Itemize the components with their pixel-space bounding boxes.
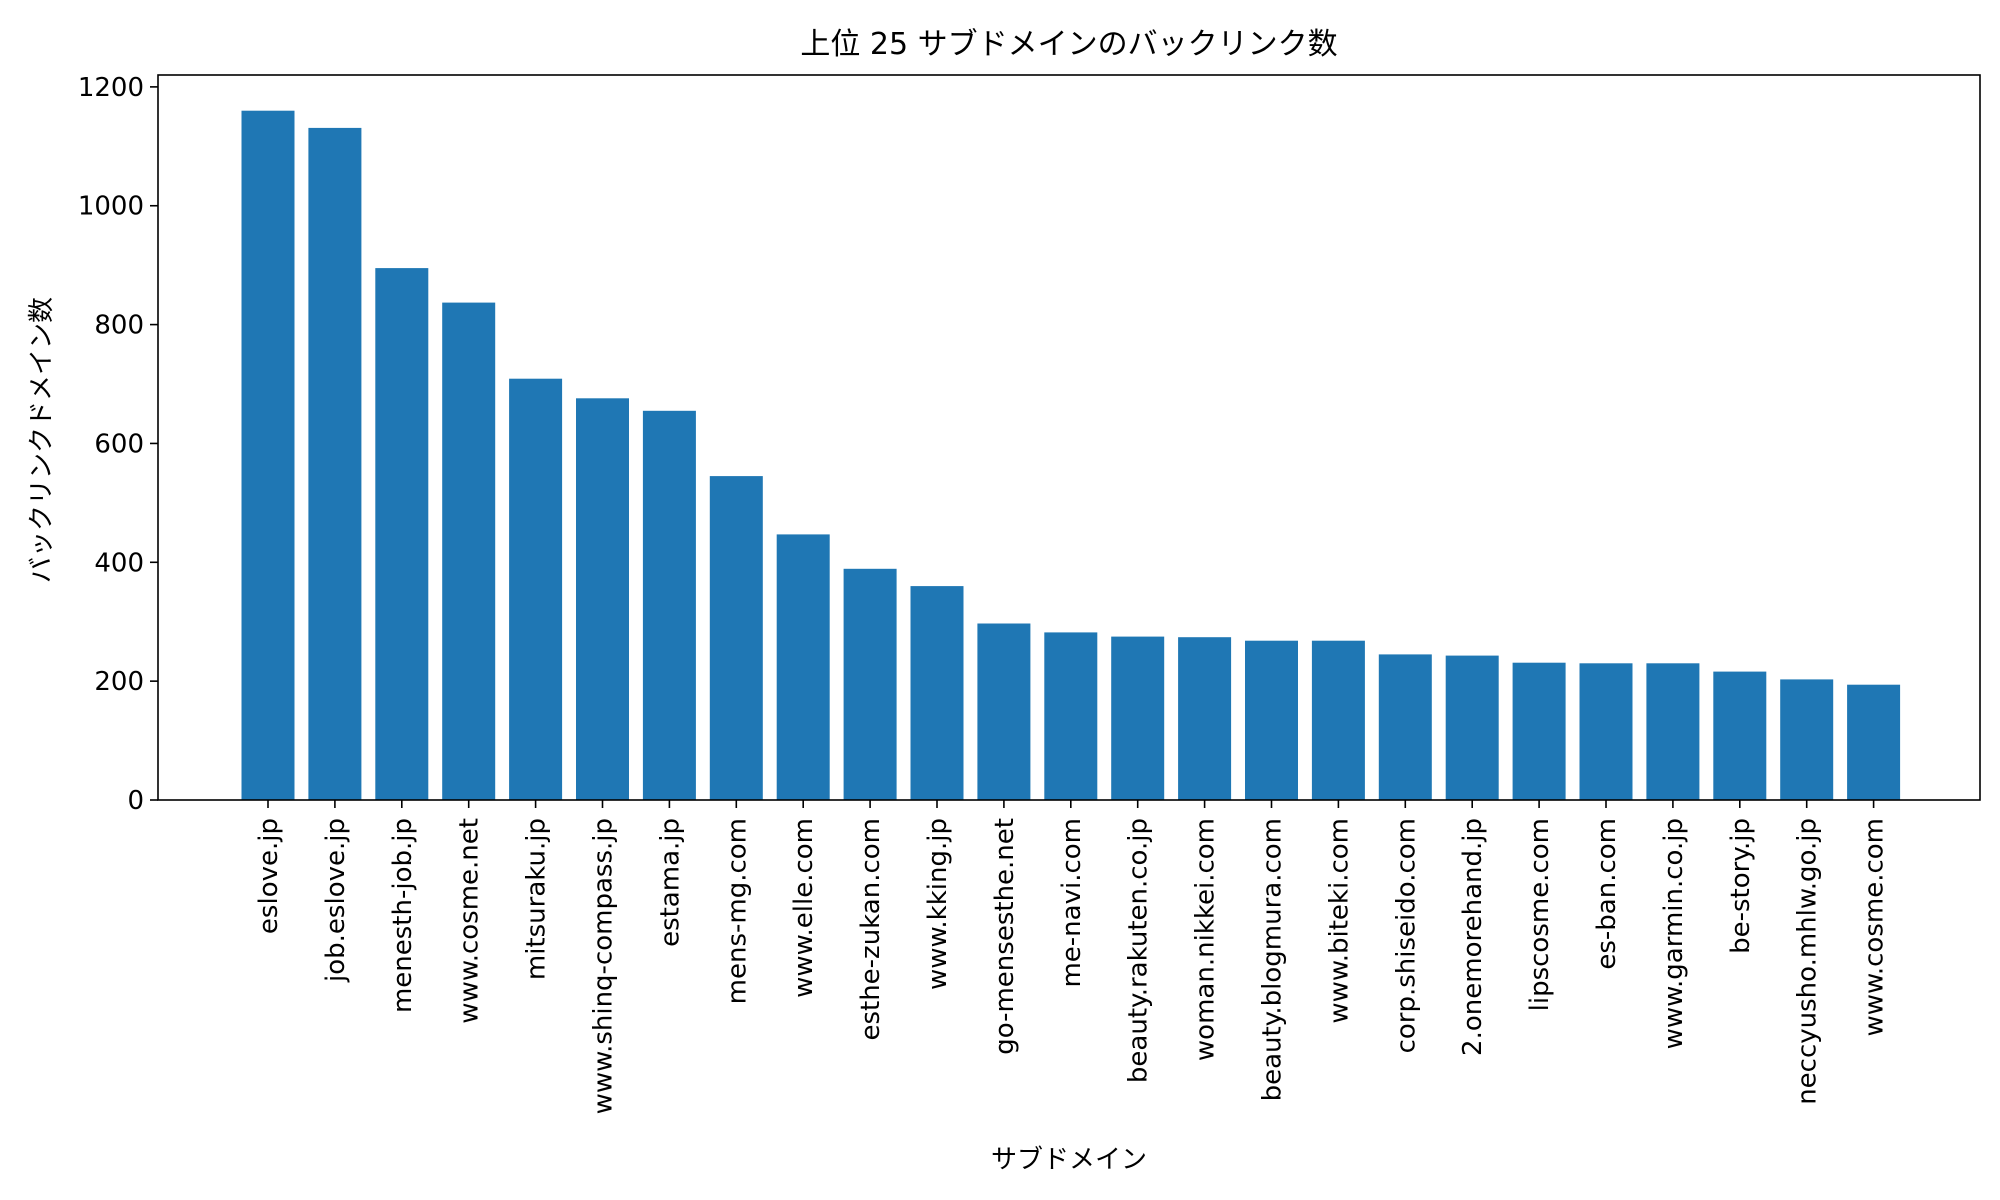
bar-www.shinq-compass.jp xyxy=(576,398,629,800)
x-axis-label: サブドメイン xyxy=(991,1145,1147,1175)
bar-www.cosme.com xyxy=(1847,684,1901,800)
bar-www.kking.jp xyxy=(910,586,964,800)
bar-beauty.rakuten.co.jp xyxy=(1111,636,1165,800)
bar-www.elle.com xyxy=(776,534,830,800)
x-tick-label: www.elle.com xyxy=(789,818,819,998)
plot-area: 0 200 400 600 800 1000 1200 eslove.jp job.eslove… xyxy=(78,73,1981,1114)
x-tick-label: be-story.jp xyxy=(1726,818,1756,954)
bar-es-ban.com xyxy=(1579,663,1633,800)
y-tick-label: 600 xyxy=(94,429,144,459)
x-tick-label: esthe-zukan.com xyxy=(856,818,886,1041)
bar-go-mensesthe.net xyxy=(977,623,1031,800)
x-tick-label: beauty.rakuten.co.jp xyxy=(1124,818,1154,1083)
x-tick-label: woman.nikkei.com xyxy=(1191,818,1221,1061)
y-tick-label: 1200 xyxy=(78,73,144,103)
x-tick-label: www.cosme.com xyxy=(1860,818,1890,1037)
x-tick-label: corp.shiseido.com xyxy=(1391,818,1421,1053)
bar-job.eslove.jp xyxy=(308,127,362,800)
bar-www.garmin.co.jp xyxy=(1646,663,1700,800)
x-tick-label: www.shinq-compass.jp xyxy=(589,818,619,1114)
x-tick-label: www.garmin.co.jp xyxy=(1659,818,1689,1049)
x-tick-label: go-mensesthe.net xyxy=(990,818,1020,1055)
x-tick-label: neccyusho.mhlw.go.jp xyxy=(1793,818,1823,1105)
y-axis-label: バックリンクドメイン数 xyxy=(27,297,57,583)
x-tick-label: job.eslove.jp xyxy=(321,818,351,983)
x-tick-label: 2.onemorehand.jp xyxy=(1458,818,1488,1056)
x-tick-label: menesth-job.jp xyxy=(388,818,418,1013)
x-tick-label: www.biteki.com xyxy=(1324,818,1354,1024)
bar-beauty.blogmura.com xyxy=(1245,640,1298,800)
plot-frame xyxy=(157,74,1981,801)
bar-mens-mg.com xyxy=(709,476,763,800)
bar-me-navi.com xyxy=(1044,632,1098,800)
bar-www.cosme.net xyxy=(442,302,496,800)
bar-be-story.jp xyxy=(1713,671,1767,800)
bar-eslove.jp xyxy=(241,110,295,800)
bar-estama.jp xyxy=(642,410,696,800)
y-tick-label: 200 xyxy=(94,667,144,697)
x-tick-label: estama.jp xyxy=(655,818,685,947)
x-tick-label: www.cosme.net xyxy=(455,818,485,1024)
bar-2.onemorehand.jp xyxy=(1445,655,1499,800)
x-tick-label: lipscosme.com xyxy=(1525,818,1555,1011)
x-tick-label: mens-mg.com xyxy=(722,818,752,1004)
bar-www.biteki.com xyxy=(1311,640,1365,800)
x-tick-label: eslove.jp xyxy=(254,818,284,934)
bar-woman.nikkei.com xyxy=(1178,637,1232,800)
x-tick-label: beauty.blogmura.com xyxy=(1258,818,1288,1101)
bar-lipscosme.com xyxy=(1512,662,1566,800)
bar-menesth-job.jp xyxy=(375,268,429,801)
chart-title: 上位 25 サブドメインのバックリンク数 xyxy=(800,27,1337,62)
y-tick-label: 0 xyxy=(127,786,144,816)
bar-mitsuraku.jp xyxy=(509,378,563,800)
x-tick-label: es-ban.com xyxy=(1592,818,1622,970)
y-tick-label: 800 xyxy=(94,311,144,341)
x-tick-label: www.kking.jp xyxy=(923,818,953,990)
y-tick-label: 1000 xyxy=(78,192,144,222)
x-tick-label: mitsuraku.jp xyxy=(522,818,552,980)
bar-esthe-zukan.com xyxy=(843,568,897,800)
bar-corp.shiseido.com xyxy=(1378,654,1432,800)
y-tick-label: 400 xyxy=(94,548,144,578)
x-tick-label: me-navi.com xyxy=(1057,818,1087,988)
bar-neccyusho.mhlw.go.jp xyxy=(1780,679,1834,800)
